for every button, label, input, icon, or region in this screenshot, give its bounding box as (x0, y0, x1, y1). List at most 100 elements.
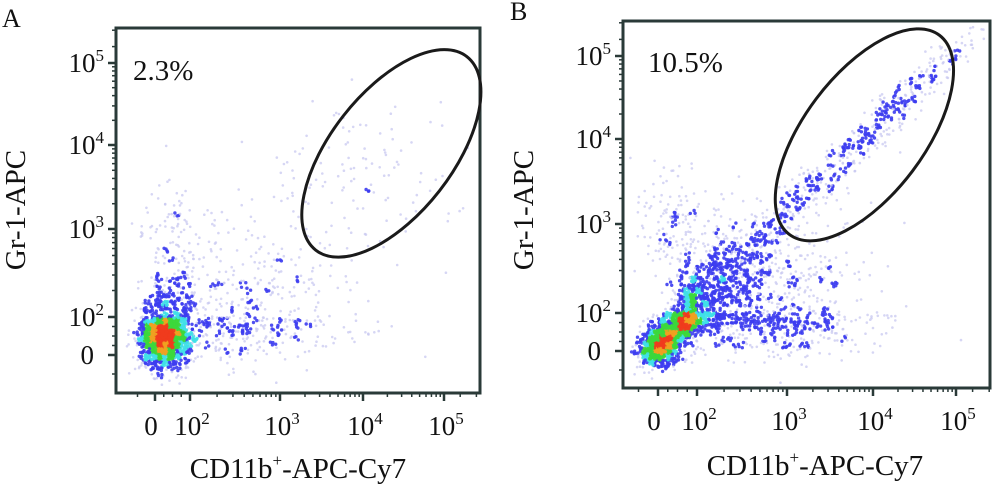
event-point (154, 359, 159, 363)
event-point (251, 306, 256, 310)
event-point (727, 359, 730, 362)
event-point (305, 227, 308, 231)
event-point (188, 251, 191, 254)
event-point (293, 309, 296, 312)
event-point (244, 316, 248, 320)
event-point (127, 329, 131, 332)
event-point (151, 354, 156, 358)
event-point (324, 230, 328, 234)
event-point (858, 278, 861, 281)
event-point (232, 314, 235, 318)
event-point (147, 355, 151, 359)
event-point (288, 313, 291, 317)
event-point (319, 320, 323, 323)
event-point (160, 351, 165, 355)
event-point (296, 279, 300, 284)
event-point (218, 302, 222, 306)
event-point (704, 323, 708, 328)
event-point (739, 236, 743, 239)
event-point (231, 283, 234, 287)
event-point (144, 316, 148, 320)
event-point (170, 212, 173, 216)
event-point (751, 273, 755, 276)
event-point (807, 277, 810, 281)
event-point (283, 358, 287, 361)
panel-a-x-label-rest: -APC-Cy7 (282, 453, 406, 485)
event-point (176, 291, 180, 295)
event-point (162, 361, 166, 365)
event-point (235, 287, 238, 291)
event-point (743, 360, 747, 364)
event-point (175, 350, 180, 354)
event-point (650, 377, 654, 380)
event-point (259, 245, 263, 249)
event-point (180, 320, 184, 324)
event-point (765, 216, 768, 219)
event-point (205, 325, 209, 329)
event-point (646, 346, 650, 351)
event-point (185, 360, 189, 365)
event-point (143, 298, 147, 303)
event-point (172, 305, 177, 310)
event-point (157, 248, 160, 251)
event-point (159, 277, 164, 282)
event-point (171, 230, 174, 233)
event-point (139, 341, 143, 346)
event-point (261, 316, 265, 319)
event-point (731, 284, 735, 288)
event-point (316, 301, 320, 304)
event-point (163, 338, 167, 343)
event-point (275, 258, 279, 262)
event-point (812, 244, 816, 247)
event-point (446, 219, 450, 223)
event-point (182, 249, 186, 253)
event-point (399, 149, 403, 152)
event-point (697, 313, 702, 317)
event-point (678, 268, 682, 272)
event-point (712, 332, 717, 336)
event-point (345, 247, 349, 250)
event-point (384, 153, 388, 157)
event-point (666, 358, 670, 362)
event-point (328, 314, 331, 318)
event-point (182, 322, 187, 326)
event-point (683, 289, 687, 294)
event-point (125, 345, 129, 348)
event-point (259, 278, 263, 282)
event-point (232, 324, 237, 329)
event-point (638, 360, 641, 363)
event-point (163, 317, 168, 321)
event-point (253, 316, 257, 320)
event-point (762, 275, 766, 279)
event-point (181, 193, 184, 197)
event-point (175, 314, 179, 318)
event-point (330, 224, 333, 228)
event-point (349, 288, 352, 292)
event-point (658, 330, 662, 335)
event-point (143, 301, 147, 305)
event-point (151, 333, 155, 338)
event-point (785, 295, 789, 299)
event-point (143, 334, 148, 338)
event-point (317, 289, 321, 293)
event-point (642, 319, 645, 323)
event-point (292, 176, 296, 180)
event-point (254, 251, 258, 254)
event-point (765, 275, 768, 278)
event-point (159, 290, 163, 294)
event-point (702, 267, 706, 271)
event-point (142, 309, 147, 313)
event-point (176, 374, 180, 377)
event-point (215, 308, 218, 312)
event-point (211, 222, 214, 226)
event-point (156, 373, 161, 378)
event-point (163, 334, 168, 339)
event-point (169, 241, 172, 245)
event-point (223, 281, 226, 285)
event-point (206, 209, 209, 212)
event-point (314, 293, 318, 297)
event-point (354, 319, 358, 323)
event-point (284, 332, 288, 336)
event-point (183, 357, 188, 361)
event-point (215, 339, 218, 342)
